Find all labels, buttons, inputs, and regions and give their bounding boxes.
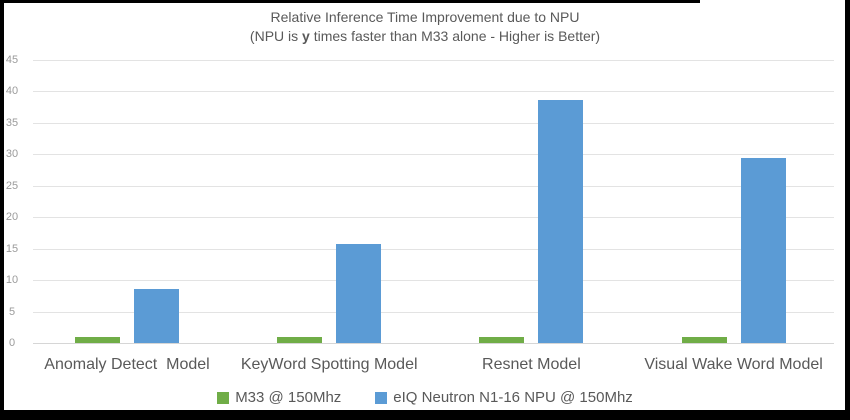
gridline-y30: [33, 154, 834, 156]
x-axis-label-cat1: Anomaly Detect Model: [44, 356, 210, 373]
gridline-y15: [33, 248, 834, 250]
y-tick-label-20: 20: [5, 211, 19, 224]
bar-m33-cat3: [479, 336, 525, 343]
bar-npu-cat2: [336, 244, 382, 343]
y-tick-label-15: 15: [5, 242, 19, 255]
gridline-y25: [33, 185, 834, 187]
bar-npu-cat1: [134, 288, 179, 343]
y-tick-label-45: 45: [5, 54, 19, 66]
bar-m33-cat1: [75, 336, 120, 343]
frame-border-left: [0, 0, 4, 420]
legend: M33 @ 150Mhz eIQ Neutron N1-16 NPU @ 150M…: [0, 389, 850, 406]
bar-m33-cat2: [277, 336, 323, 343]
y-tick-label-0: 0: [8, 337, 16, 349]
gridline-y10: [33, 280, 834, 282]
y-tick-label-5: 5: [8, 305, 16, 318]
gridline-y40: [33, 91, 834, 93]
title-block: Relative Inference Time Improvement due …: [0, 8, 850, 46]
gridline-y45: [33, 60, 834, 61]
chart-title: Relative Inference Time Improvement due …: [270, 9, 580, 25]
gridline-y0: [33, 343, 834, 344]
legend-label-m33: M33 @ 150Mhz: [235, 389, 342, 406]
bar-m33-cat4: [681, 336, 727, 343]
x-axis-label-cat2: KeyWord Spotting Model: [240, 356, 418, 373]
legend-label-npu: eIQ Neutron N1-16 NPU @ 150Mhz: [393, 389, 633, 406]
gridline-y5: [33, 311, 834, 313]
gridline-y20: [33, 217, 834, 219]
legend-item-m33: M33 @ 150Mhz: [217, 389, 341, 406]
legend-item-npu: eIQ Neutron N1-16 NPU @ 150Mhz: [375, 389, 633, 406]
frame-border-right: [845, 0, 850, 420]
frame-border-top: [0, 0, 700, 3]
frame-border-bottom: [0, 410, 850, 420]
y-tick-label-35: 35: [5, 116, 19, 129]
y-tick-label-25: 25: [5, 179, 19, 192]
bar-npu-cat4: [740, 158, 786, 343]
subtitle-bold-y: y: [302, 28, 310, 44]
bar-npu-cat3: [538, 99, 584, 343]
m33-legend-swatch-icon: [217, 391, 230, 404]
gridline-y35: [33, 122, 834, 124]
subtitle-prefix: (NPU is: [249, 28, 303, 44]
y-tick-label-10: 10: [5, 274, 19, 287]
chart-subtitle: (NPU is y times faster than M33 alone - …: [0, 27, 850, 46]
y-tick-label-40: 40: [5, 85, 19, 98]
y-tick-label-30: 30: [5, 148, 19, 161]
x-axis-label-cat4: Visual Wake Word Model: [644, 356, 823, 373]
npu-legend-swatch-icon: [375, 391, 388, 404]
subtitle-suffix: times faster than M33 alone - Higher is …: [309, 28, 601, 44]
x-axis-label-cat3: Resnet Model: [482, 356, 581, 373]
